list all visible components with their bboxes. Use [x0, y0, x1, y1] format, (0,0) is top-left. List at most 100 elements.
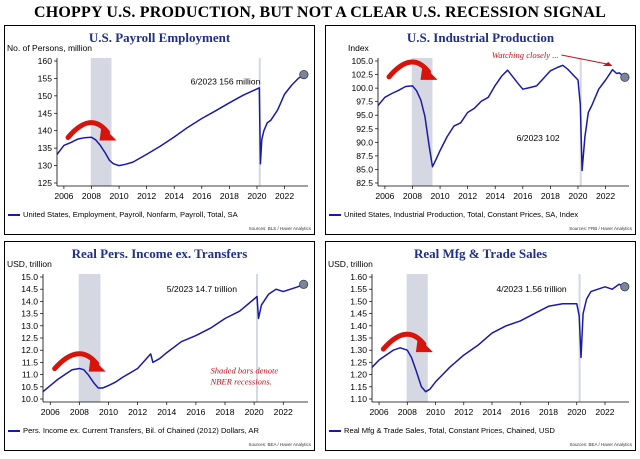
y-tick-label: 82.5: [356, 178, 373, 188]
x-tick-label: 2020: [567, 407, 586, 417]
chart-title: Real Mfg & Trade Sales: [413, 246, 548, 261]
y-tick-label: 102.5: [351, 70, 373, 80]
x-tick-label: 2014: [165, 191, 184, 201]
chart-plot: 125 130 135 140 145 150 155 160 2006 2008 2010 2012…: [38, 56, 309, 201]
y-tick-label: 1.55: [350, 284, 367, 294]
x-tick-label: 2022: [275, 191, 294, 201]
x-tick-label: 2012: [454, 407, 473, 417]
legend-label: United States, Industrial Production, To…: [344, 210, 579, 219]
source-note: Sources: BLS / Haver Analytics: [248, 226, 311, 231]
chart-panel-real-mfg-trade-sales: 1.10 1.15 1.20 1.25 1.30 1.35 1.40 1.45 1.50 1.55…: [325, 241, 636, 451]
x-tick-label: 2014: [482, 407, 501, 417]
legend-entry: United States, Industrial Production, To…: [329, 210, 578, 219]
legend-swatch: [329, 214, 341, 216]
y-tick-label: 135: [38, 143, 53, 153]
x-tick-label: 2008: [403, 191, 422, 201]
legend-swatch: [329, 430, 341, 432]
y-tick-label: 15.0: [21, 272, 38, 282]
y-tick-label: 14.5: [21, 284, 38, 294]
y-tick-label: 105.0: [351, 56, 373, 66]
y-tick-label: 145: [38, 108, 53, 118]
chart-title: U.S. Payroll Employment: [88, 30, 231, 45]
y-unit-label: USD, trillion: [328, 259, 373, 269]
x-tick-label: 2010: [430, 191, 449, 201]
x-tick-label: 2014: [486, 191, 505, 201]
y-unit-label: Index: [348, 43, 369, 53]
y-tick-label: 1.45: [350, 309, 367, 319]
legend-entry: Pers. Income ex. Current Transfers, Bil.…: [8, 426, 259, 435]
source-note: Sources: BEA / Haver Analytics: [248, 442, 311, 447]
x-tick-label: 2018: [215, 407, 234, 417]
legend-label: Real Mfg & Trade Sales, Total, Constant …: [344, 426, 555, 435]
x-tick-label: 2016: [186, 407, 205, 417]
chart-title: U.S. Industrial Production: [406, 30, 555, 45]
x-tick-label: 2018: [539, 407, 558, 417]
callout-text: NBER recessions.: [209, 376, 271, 386]
chart-plot: 1.10 1.15 1.20 1.25 1.30 1.35 1.40 1.45 1.50 1.55…: [350, 272, 630, 417]
x-tick-label: 2010: [109, 191, 128, 201]
recession-shading: [78, 274, 101, 402]
x-tick-label: 2010: [426, 407, 445, 417]
y-tick-label: 90.0: [356, 137, 373, 147]
series-line: [42, 283, 304, 393]
x-tick-label: 2006: [54, 191, 73, 201]
x-tick-label: 2022: [595, 407, 614, 417]
y-tick-label: 1.25: [350, 357, 367, 367]
y-tick-label: 150: [38, 91, 53, 101]
y-tick-label: 11.0: [22, 370, 38, 380]
y-tick-label: 95.0: [356, 110, 373, 120]
y-tick-label: 87.5: [356, 151, 373, 161]
x-tick-label: 2014: [157, 407, 176, 417]
chart-panel-industrial-production: 82.5 85.0 87.5 90.0 92.5 95.0 97.5 100.0 102.5 10…: [325, 25, 636, 235]
x-tick-label: 2016: [511, 407, 530, 417]
y-tick-label: 155: [38, 73, 53, 83]
x-tick-label: 2016: [513, 191, 532, 201]
legend-swatch: [8, 430, 20, 432]
y-tick-label: 1.50: [350, 296, 367, 306]
x-tick-label: 2010: [99, 407, 118, 417]
value-annotation: 4/2023 1.56 trillion: [496, 284, 566, 294]
x-tick-label: 2012: [458, 191, 477, 201]
y-tick-label: 1.40: [350, 321, 367, 331]
callout-arrow-head: [602, 62, 613, 66]
legend-entry: Real Mfg & Trade Sales, Total, Constant …: [329, 426, 555, 435]
chart-panel-real-personal-income: 10.0 10.5 11.0 11.5 12.0 12.5 13.0 13.5 14.0 14.5…: [4, 241, 315, 451]
x-tick-label: 2008: [82, 191, 101, 201]
y-unit-label: No. of Persons, million: [7, 43, 93, 53]
legend-swatch: [8, 214, 20, 216]
endpoint-marker: [620, 282, 630, 292]
x-tick-label: 2008: [70, 407, 89, 417]
y-tick-label: 160: [38, 56, 53, 66]
chart-plot: 82.5 85.0 87.5 90.0 92.5 95.0 97.5 100.0 102.5 10…: [351, 50, 630, 201]
series-line: [56, 73, 305, 167]
trend-arrow-head: [420, 64, 438, 80]
callout-text: Watching closely ...: [492, 50, 559, 60]
callout-arrow: [561, 54, 608, 65]
endpoint-marker: [620, 72, 630, 82]
y-tick-label: 10.0: [21, 394, 38, 404]
y-tick-label: 1.20: [350, 370, 367, 380]
endpoint-marker: [299, 69, 309, 80]
y-tick-label: 100.0: [351, 83, 373, 93]
callout-text: Shaded bars denote: [210, 365, 278, 375]
trend-arrow-head: [99, 125, 117, 141]
y-tick-label: 12.5: [21, 333, 38, 343]
y-tick-label: 1.30: [350, 345, 367, 355]
x-tick-label: 2006: [369, 407, 388, 417]
series-line: [371, 283, 626, 393]
x-tick-label: 2016: [192, 191, 211, 201]
value-annotation: 6/2023 102: [517, 133, 560, 143]
chart-plot: 10.0 10.5 11.0 11.5 12.0 12.5 13.0 13.5 14.0 14.5…: [21, 272, 309, 417]
y-tick-label: 1.15: [350, 382, 367, 392]
trend-arrow-head: [88, 356, 106, 372]
x-tick-label: 2020: [247, 191, 266, 201]
value-annotation: 6/2023 156 million: [191, 77, 261, 87]
x-tick-label: 2006: [375, 191, 394, 201]
x-tick-label: 2022: [274, 407, 293, 417]
y-tick-label: 13.5: [21, 309, 38, 319]
x-tick-label: 2022: [596, 191, 615, 201]
x-tick-label: 2012: [128, 407, 147, 417]
legend-entry: United States, Employment, Payroll, Nonf…: [8, 210, 238, 219]
x-tick-label: 2018: [541, 191, 560, 201]
y-tick-label: 1.60: [350, 272, 367, 282]
